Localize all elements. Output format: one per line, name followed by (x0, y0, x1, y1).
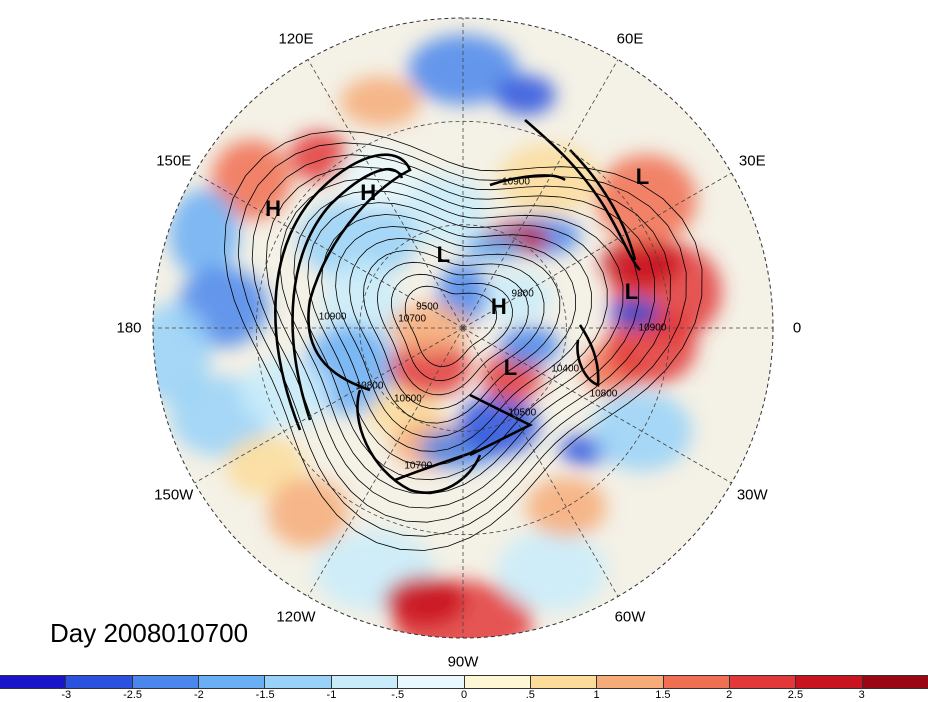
colorbar-tick-label: .5 (525, 689, 535, 701)
colorbar-swatch (464, 676, 531, 688)
colorbar-tick-label: -.5 (391, 689, 405, 701)
contour-value-label: 10400 (551, 363, 580, 375)
colorbar-swatch (199, 676, 266, 688)
colorbar-tick-label: -2.5 (123, 689, 143, 701)
longitude-label: 150W (154, 486, 194, 504)
colorbar-tick-label: -3 (61, 689, 72, 701)
longitude-label: 30W (736, 486, 768, 504)
longitude-label: 60W (614, 608, 646, 626)
low-pressure-marker: L (624, 279, 639, 305)
low-pressure-marker: L (635, 164, 650, 190)
colorbar-tick-label: -1.5 (255, 689, 275, 701)
anomaly-field (153, 18, 773, 638)
map-title: Day 2008010700 (50, 618, 249, 648)
longitude-label: 90E (450, 0, 477, 3)
longitude-label: 30E (738, 152, 766, 170)
high-pressure-marker: H (490, 294, 507, 320)
colorbar-tick-label: 0 (460, 689, 468, 701)
colorbar-swatch (0, 676, 67, 688)
longitude-label: 120E (278, 30, 314, 48)
jet-stream-contours (274, 119, 641, 494)
colorbar-tick-label: 2 (726, 689, 733, 701)
colorbar-swatch (862, 676, 928, 688)
longitude-label: 120W (276, 608, 316, 626)
contour-value-label: 9500 (416, 301, 439, 313)
contour-value-label: 10700 (404, 460, 433, 472)
colorbar-tick-label: -1 (326, 689, 337, 701)
colorbar-tick-label: 2.5 (787, 689, 804, 701)
colorbar-swatch (265, 676, 332, 688)
contour-value-label: 10900 (638, 322, 667, 334)
contour-value-label: 10900 (318, 311, 347, 323)
colorbar (0, 675, 928, 689)
longitude-label: 0 (792, 319, 802, 337)
longitude-label: 60E (616, 30, 644, 48)
colorbar-tick-label: 1 (593, 689, 600, 701)
polar-map (152, 17, 774, 639)
colorbar-tick-label: 3 (858, 689, 865, 701)
colorbar-swatch (132, 676, 200, 688)
height-contours (223, 130, 703, 551)
colorbar-tick-label: 1.5 (655, 689, 671, 701)
colorbar-swatch (331, 676, 399, 688)
longitude-label: 150E (156, 152, 192, 170)
colorbar-swatch (530, 676, 598, 688)
contour-value-label: 10600 (393, 393, 422, 405)
low-pressure-marker: L (436, 241, 451, 267)
colorbar-swatch (398, 676, 465, 688)
contour-value-label: 10800 (589, 388, 618, 399)
colorbar-swatch (729, 676, 797, 688)
colorbar-swatch (66, 676, 133, 688)
colorbar-swatch (663, 676, 730, 688)
contour-value-label: 10900 (502, 176, 530, 188)
colorbar-tick-label: -2 (193, 689, 204, 701)
contour-value-label: 9800 (511, 288, 534, 300)
high-pressure-marker: H (265, 196, 282, 222)
contour-value-label: 10500 (508, 407, 537, 419)
colorbar-swatch (796, 676, 863, 688)
high-pressure-marker: H (360, 179, 377, 205)
longitude-label: 180 (116, 319, 142, 337)
low-pressure-marker: L (503, 354, 518, 380)
graticule (153, 18, 773, 638)
contour-value-label: 10700 (398, 313, 427, 325)
contour-value-label: 10800 (355, 380, 384, 392)
longitude-label: 90W (447, 653, 479, 671)
colorbar-swatch (597, 676, 664, 688)
